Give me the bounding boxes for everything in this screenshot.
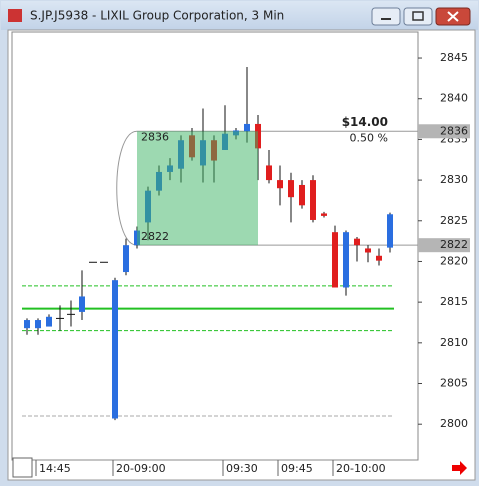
- x-tick-label: 20-09:00: [116, 462, 166, 475]
- candle-body: [332, 232, 338, 288]
- candle-body: [35, 320, 41, 329]
- y-tick-label: 2845: [440, 51, 468, 64]
- candle-body: [266, 165, 272, 181]
- y-tick-label: 2800: [440, 417, 468, 430]
- measure-box: [137, 131, 258, 246]
- y-tick-label: 2815: [440, 295, 468, 308]
- candle-body: [376, 255, 382, 261]
- corner-box[interactable]: [12, 457, 33, 478]
- measure-percent: 0.50 %: [350, 131, 388, 144]
- plot-area: [11, 31, 419, 461]
- candle-body: [343, 232, 349, 288]
- candle-body: [244, 123, 250, 132]
- y-tick-label: 2840: [440, 92, 468, 105]
- scroll-arrow[interactable]: [452, 461, 467, 475]
- x-tick-label: 09:30: [226, 462, 258, 475]
- price-tag-label: 2822: [440, 238, 468, 251]
- candle-body: [354, 238, 360, 246]
- candle-body: [79, 296, 85, 312]
- candle-body: [46, 316, 52, 327]
- candle-body: [112, 280, 118, 419]
- measure-low-label: 2822: [141, 230, 169, 243]
- x-tick-label: 20-10:00: [336, 462, 386, 475]
- maximize-button[interactable]: [403, 7, 433, 26]
- price-tag: [418, 238, 470, 253]
- measure-high-label: 2836: [141, 130, 169, 143]
- candle-body: [277, 180, 283, 189]
- price-tag-label: 2836: [440, 124, 468, 137]
- candle-body: [24, 320, 30, 329]
- measure-change: $14.00: [342, 115, 388, 129]
- candle-body: [299, 184, 305, 206]
- app-icon: [8, 9, 22, 22]
- candle-body: [387, 214, 393, 248]
- y-tick-label: 2830: [440, 173, 468, 186]
- y-tick-label: 2810: [440, 336, 468, 349]
- candle-body: [310, 180, 316, 220]
- x-tick-label: 14:45: [39, 462, 71, 475]
- y-tick-label: 2825: [440, 214, 468, 227]
- price-tag: [418, 124, 470, 139]
- window-title: S.JP.J5938 - LIXIL Group Corporation, 3 …: [30, 9, 284, 23]
- measure-arc: [116, 130, 138, 246]
- candle-body: [288, 180, 294, 198]
- candle-body: [123, 245, 129, 273]
- x-tick-label: 09:45: [281, 462, 313, 475]
- y-tick-label: 2805: [440, 377, 468, 390]
- y-tick-label: 2820: [440, 254, 468, 267]
- candle-body: [321, 213, 327, 216]
- candle-body: [365, 248, 371, 253]
- minimize-button[interactable]: [371, 7, 401, 26]
